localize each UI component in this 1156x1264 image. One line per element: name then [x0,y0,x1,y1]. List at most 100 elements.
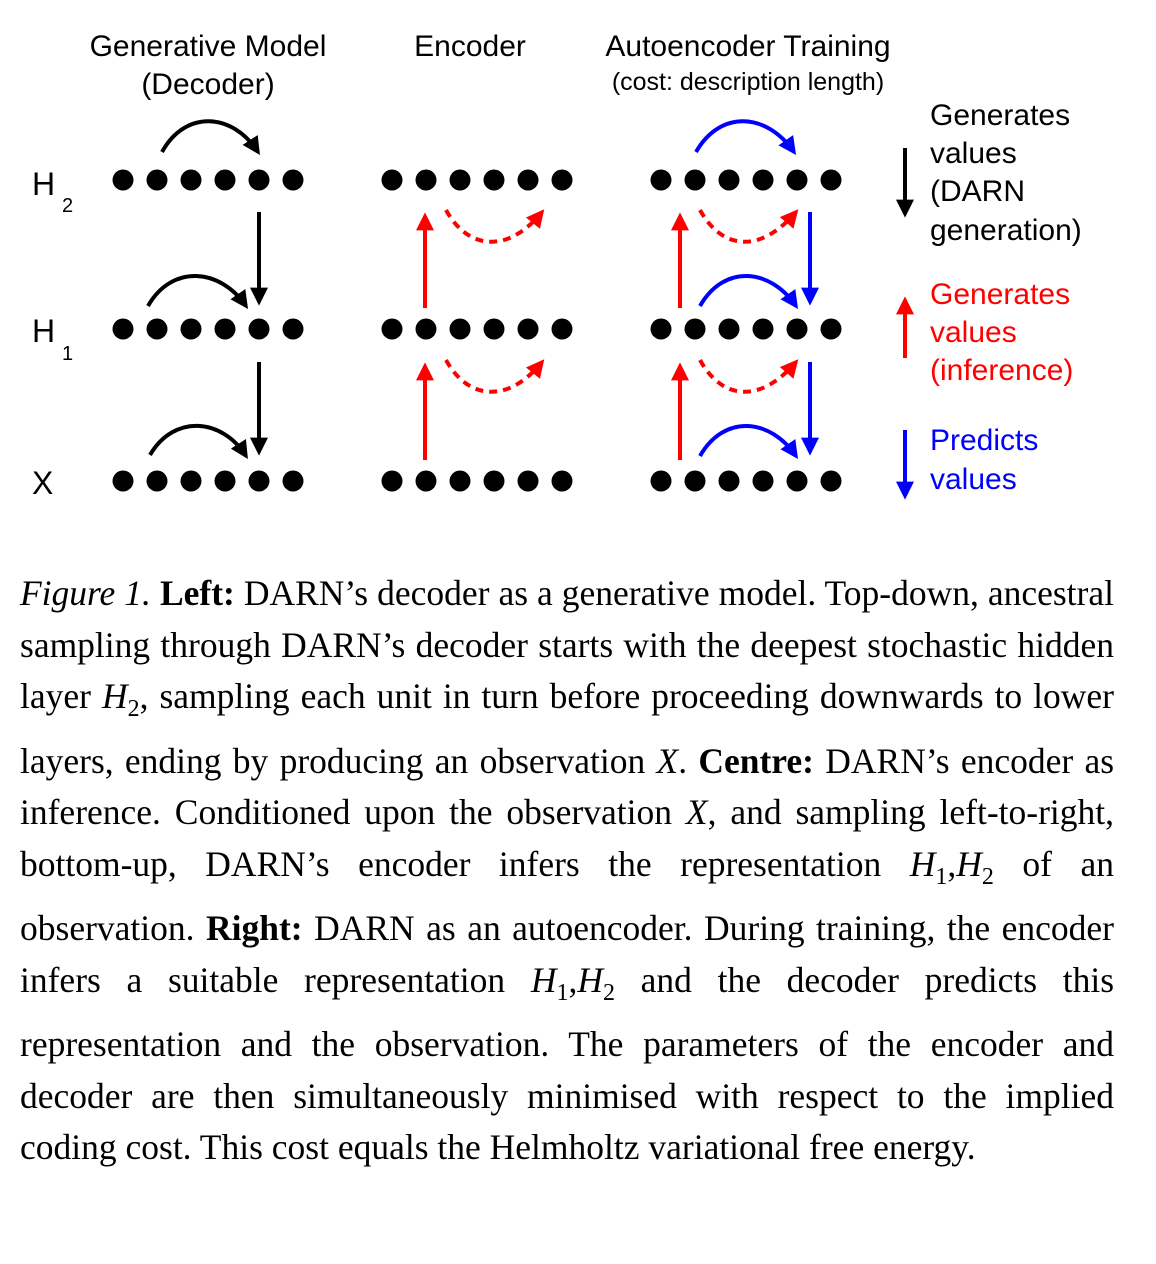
decoder-x-unit-5 [248,470,270,492]
autoencoder-x-unit-6 [820,470,842,492]
decoder-h2-unit-2 [146,169,168,191]
encoder-x-unit-6 [551,470,573,492]
caption-math-x-2: X [685,792,708,833]
autoencoder-h1-unit-2 [684,318,706,340]
decoder-h1-unit-3 [180,318,202,340]
decoder-h2-unit-1 [112,169,134,191]
legend-generation-line-4: generation) [930,214,1082,247]
darn-diagram-svg: Generative Model (Decoder) Encoder Autoe… [32,30,1082,501]
row-label-h2: H [32,166,55,202]
encoder-x-unit-5 [517,470,539,492]
decoder-h1-unit-2 [146,318,168,340]
decoder-column-subtitle: (Decoder) [141,68,274,101]
math-comma: , [947,843,957,884]
caption-centre-text-3: of an observation. [20,843,1114,949]
math-sub-2c: 2 [602,979,615,1006]
caption-math-h2: H2 [102,676,140,722]
math-sub-2b: 2 [981,863,994,890]
encoder-h2-unit-3 [449,169,471,191]
encoder-column-title: Encoder [414,30,526,63]
autoencoder-h2-unit-5 [786,169,808,191]
autoencoder-h1-unit-4 [752,318,774,340]
encoder-h1-autoregressive-arrow [444,359,545,394]
encoder-h1-unit-2 [415,318,437,340]
autoencoder-h2-prediction-arrow [694,119,797,155]
math-h1b: H [530,959,557,1000]
decoder-h1-autoregressive-arrow [146,274,249,309]
caption-math-h1-h2: H1,H2 [909,843,994,890]
autoencoder-h2-unit-3 [718,169,740,191]
caption-centre-text-2: , and sampling left-to-right, bottom-up,… [20,792,1114,884]
layer-units [112,169,842,492]
decoder-x-unit-6 [282,470,304,492]
autoencoder-x-unit-3 [718,470,740,492]
row-label-x: X [32,465,53,501]
caption-centre-text-1: DARN’s encoder as inference. Conditioned… [20,740,1115,833]
caption-centre-heading: Centre: [698,740,814,781]
encoder-x-unit-1 [381,470,403,492]
legend-generation-line-2: values [930,137,1017,170]
encoder-h1-unit-6 [551,318,573,340]
math-h2: H [956,843,982,884]
autoencoder-h2-unit-1 [650,169,672,191]
decoder-x-unit-4 [214,470,236,492]
math-sub-2: 2 [127,696,140,723]
decoder-h2-unit-5 [248,169,270,191]
math-sub-1b: 1 [556,979,569,1006]
encoder-h1-unit-1 [381,318,403,340]
encoder-h2-unit-6 [551,169,573,191]
autoencoder-column-subtitle: (cost: description length) [612,68,884,96]
autoencoder-h2-unit-2 [684,169,706,191]
autoencoder-x-unit-2 [684,470,706,492]
encoder-x-unit-4 [483,470,505,492]
encoder-x-unit-2 [415,470,437,492]
autoencoder-h2-unit-4 [752,169,774,191]
decoder-h1-unit-1 [112,318,134,340]
caption-right-text-2: and the decoder predicts this representa… [20,959,1115,1168]
legend-generation-line-3: (DARN [930,175,1025,208]
legend-inference-line-3: (inference) [930,354,1073,387]
encoder-h2-autoregressive-arrow [444,209,545,244]
encoder-h1-unit-3 [449,318,471,340]
autoencoder-h1-unit-6 [820,318,842,340]
autoencoder-x-unit-4 [752,470,774,492]
legend-prediction-line-2: values [930,463,1017,496]
autoencoder-x-unit-5 [786,470,808,492]
autoencoder-h2-unit-6 [820,169,842,191]
caption-right-text-1: DARN as an autoencoder. During training,… [20,908,1114,1000]
autoencoder-h1-inference-arrow [698,359,799,394]
caption-right-heading: Right: [205,908,303,949]
caption-math-x: X [656,740,679,781]
legend-generation-line-1: Generates [930,99,1070,132]
row-label-h1: H [32,313,55,349]
encoder-x-unit-3 [449,470,471,492]
encoder-h2-unit-4 [483,169,505,191]
math-comma-b: , [568,959,578,1000]
decoder-x-unit-3 [180,470,202,492]
math-sub-1: 1 [935,863,948,890]
caption-left-text-3: . [678,740,688,781]
autoencoder-h1-unit-3 [718,318,740,340]
row-label-h2-subscript: 2 [62,195,73,217]
caption-left-text-2: , sampling each unit in turn before proc… [20,676,1115,781]
autoencoder-h1-unit-1 [650,318,672,340]
encoder-h2-unit-1 [381,169,403,191]
decoder-column-title: Generative Model [90,30,327,63]
legend-prediction-line-1: Predicts [930,424,1038,457]
caption-left-heading: Left: [159,573,235,613]
decoder-h2-unit-3 [180,169,202,191]
encoder-h1-unit-4 [483,318,505,340]
autoencoder-column-title: Autoencoder Training [605,30,890,63]
autoencoder-x-prediction-arrow [698,424,799,459]
autoencoder-h1-prediction-arrow [698,274,799,309]
decoder-x-unit-2 [146,470,168,492]
legend-inference-text: Generates values (inference) [930,278,1073,387]
decoder-h2-autoregressive-arrow [160,119,260,156]
autoencoder-h1-unit-5 [786,318,808,340]
figure-diagram: Generative Model (Decoder) Encoder Autoe… [0,0,1156,540]
math-h1: H [909,843,936,884]
decoder-x-unit-1 [112,470,134,492]
legend-inference-line-2: values [930,316,1017,349]
decoder-x-autoregressive-arrow [148,423,248,460]
autoencoder-x-unit-1 [650,470,672,492]
